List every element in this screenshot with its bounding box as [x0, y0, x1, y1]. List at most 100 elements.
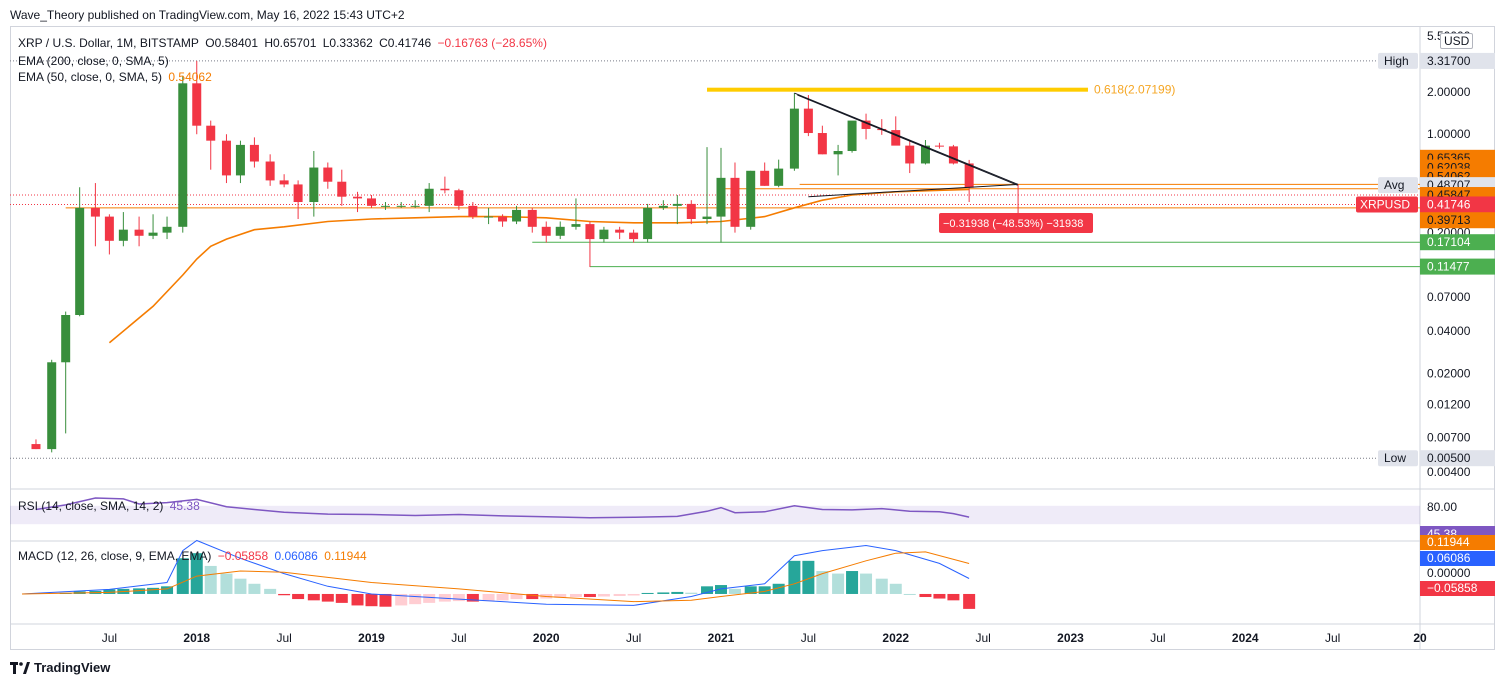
candle [629, 230, 638, 243]
macd-hist-bar [904, 594, 916, 595]
candle-body [105, 217, 114, 241]
footer-brand: TradingView [10, 660, 110, 675]
candle [91, 183, 100, 246]
macd-hist-bar [598, 594, 610, 597]
candle-body [629, 233, 638, 239]
candle [512, 206, 521, 224]
macd-hist-bar [570, 594, 582, 597]
candle-body [571, 224, 580, 227]
macd-hist-bar [322, 594, 334, 602]
rsi-tick-label: 80.00 [1427, 500, 1457, 514]
symbol-label[interactable]: XRP / U.S. Dollar, 1M, BITSTAMP [18, 36, 199, 50]
candle-body [891, 130, 900, 146]
candle [673, 195, 682, 224]
price-value-label: 0.41746 [1427, 197, 1471, 211]
candle-body [163, 227, 172, 233]
macd-hist-bar [248, 584, 260, 594]
candle [61, 312, 70, 434]
macd-hist-bar [890, 584, 902, 594]
macd-hist-bar [423, 594, 435, 603]
candle [454, 189, 463, 210]
rsi-legend: RSI (14, close, SMA, 14, 2) 45.38 [18, 499, 203, 513]
close-value: C0.41746 [379, 36, 431, 50]
candle [309, 151, 318, 217]
ema200-label[interactable]: EMA (200, close, 0, SMA, 5) [18, 54, 169, 68]
x-tick-label: 2018 [183, 631, 210, 645]
candle [440, 177, 449, 194]
support-lines [66, 184, 1420, 266]
macd-hist-bar [860, 574, 872, 594]
candle-body [411, 206, 420, 207]
macd-hist-bar [177, 558, 189, 594]
macd-hist-bar [876, 579, 888, 594]
price-value-label: 0.17104 [1427, 235, 1471, 249]
macd-hist-bar [685, 593, 697, 594]
y-tick-label: 0.04000 [1427, 324, 1471, 338]
price-axis: 5.500002.000001.000000.200000.070000.040… [1356, 29, 1495, 479]
candle-body [528, 210, 537, 227]
change-value: −0.16763 (−28.65%) [438, 36, 547, 50]
candle [862, 114, 871, 140]
candle [774, 160, 783, 188]
rsi-pane: 80.0045.38 [10, 498, 1495, 541]
candle-body [687, 204, 696, 219]
candle-body [703, 217, 712, 219]
candle-body [760, 171, 769, 186]
macd-hist-bar [292, 594, 304, 599]
candle-body [192, 83, 201, 125]
ema50-value: 0.54062 [168, 70, 211, 84]
macd-hist-bar [584, 594, 596, 597]
candle [266, 154, 275, 186]
price-tag-name: Avg [1384, 178, 1404, 192]
candle [542, 221, 551, 242]
candle-body [31, 444, 40, 449]
candle-body [337, 182, 346, 197]
candle [280, 174, 289, 187]
candle-body [730, 178, 739, 227]
candle [949, 145, 958, 165]
macd-value-label: 0.06086 [1427, 551, 1471, 565]
macd-line-value: 0.06086 [274, 549, 317, 563]
candle [250, 137, 259, 167]
x-tick-label: Jul [975, 631, 990, 645]
candle-body [673, 204, 682, 206]
drawings[interactable]: 0.618(2.07199) −0.31938 (−48.53%) −31938 [707, 83, 1175, 233]
macd-label[interactable]: MACD (12, 26, close, 9, EMA, EMA) [18, 549, 211, 563]
y-tick-label: 0.07000 [1427, 290, 1471, 304]
candle [178, 76, 187, 233]
x-tick-label: Jul [626, 631, 641, 645]
candle-body [47, 362, 56, 449]
x-tick-label: 20 [1413, 631, 1427, 645]
candle-body [119, 230, 128, 241]
candle-body [353, 197, 362, 199]
candle [717, 148, 726, 243]
low-value: L0.33362 [323, 36, 373, 50]
candle-body [309, 168, 318, 202]
candle-body [75, 208, 84, 315]
x-tick-label: 2022 [882, 631, 909, 645]
candle-body [848, 121, 857, 151]
currency-button[interactable]: USD [1440, 33, 1473, 49]
macd-hist-bar [205, 566, 217, 594]
candle-body [397, 206, 406, 207]
candle-body [178, 83, 187, 227]
candle-body [61, 315, 70, 362]
price-value-label: 0.11477 [1427, 260, 1470, 274]
macd-hist-bar [642, 593, 654, 594]
candle-body [790, 109, 799, 169]
macd-legend: MACD (12, 26, close, 9, EMA, EMA) −0.058… [18, 549, 370, 563]
candle [921, 140, 930, 164]
fib-618-band [707, 88, 1088, 92]
macd-hist-bar [933, 594, 945, 599]
ema50-label[interactable]: EMA (50, close, 0, SMA, 5) [18, 70, 162, 84]
price-tag-name: Low [1384, 451, 1406, 465]
macd-hist-bar [846, 571, 858, 594]
macd-hist-bar [409, 594, 421, 604]
tradingview-logo-icon [10, 662, 30, 674]
rsi-label[interactable]: RSI (14, close, SMA, 14, 2) [18, 499, 163, 513]
x-tick-label: Jul [1325, 631, 1340, 645]
candle-body [323, 168, 332, 182]
y-tick-label: 1.00000 [1427, 127, 1471, 141]
candle-body [425, 189, 434, 206]
